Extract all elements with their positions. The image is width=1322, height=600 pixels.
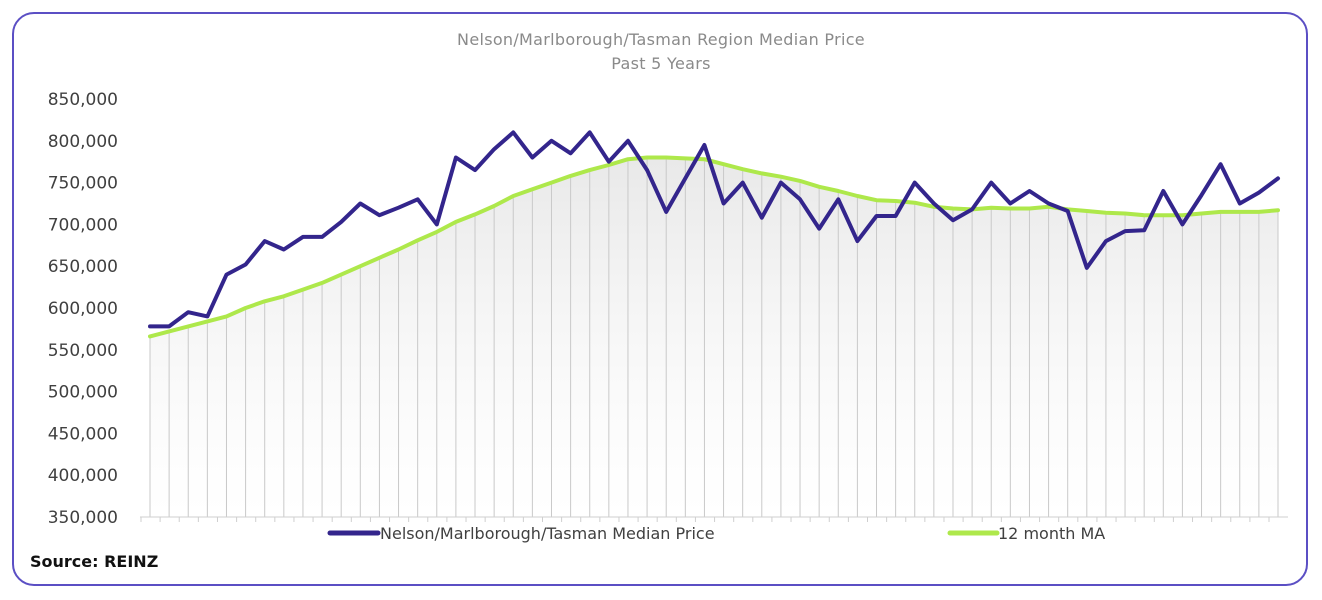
axis-layer: 850,000 800,000 750,000 700,000 650,000 600,0… bbox=[48, 90, 1288, 528]
y-tick-label: 700,000 bbox=[48, 215, 118, 235]
median-price-line bbox=[148, 130, 1280, 329]
source-label: Source: REINZ bbox=[30, 552, 159, 571]
y-tick-label: 500,000 bbox=[48, 383, 118, 403]
y-tick-label: 850,000 bbox=[48, 90, 118, 110]
y-tick-label: 800,000 bbox=[48, 132, 118, 152]
ma-area-layer bbox=[150, 157, 1278, 517]
drop-lines-layer bbox=[149, 157, 1279, 517]
ma-area bbox=[150, 157, 1278, 517]
y-tick-label: 600,000 bbox=[48, 299, 118, 319]
series-layer bbox=[148, 130, 1280, 339]
y-tick-label: 750,000 bbox=[48, 174, 118, 194]
legend-ma-label: 12 month MA bbox=[998, 524, 1105, 543]
legend: Nelson/Marlborough/Tasman Median Price 1… bbox=[327, 524, 1105, 543]
chart-subtitle: Past 5 Years bbox=[611, 54, 711, 73]
y-tick-label: 650,000 bbox=[48, 257, 118, 277]
y-tick-label: 350,000 bbox=[48, 508, 118, 528]
y-tick-label: 400,000 bbox=[48, 466, 118, 486]
ma-line bbox=[148, 155, 1280, 339]
legend-median-label: Nelson/Marlborough/Tasman Median Price bbox=[380, 524, 715, 543]
y-tick-label: 550,000 bbox=[48, 341, 118, 361]
y-tick-label: 450,000 bbox=[48, 424, 118, 444]
chart-title: Nelson/Marlborough/Tasman Region Median … bbox=[457, 30, 865, 49]
